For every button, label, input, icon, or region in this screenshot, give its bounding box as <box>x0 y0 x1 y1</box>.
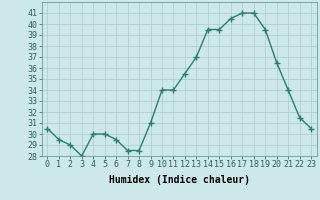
X-axis label: Humidex (Indice chaleur): Humidex (Indice chaleur) <box>109 175 250 185</box>
